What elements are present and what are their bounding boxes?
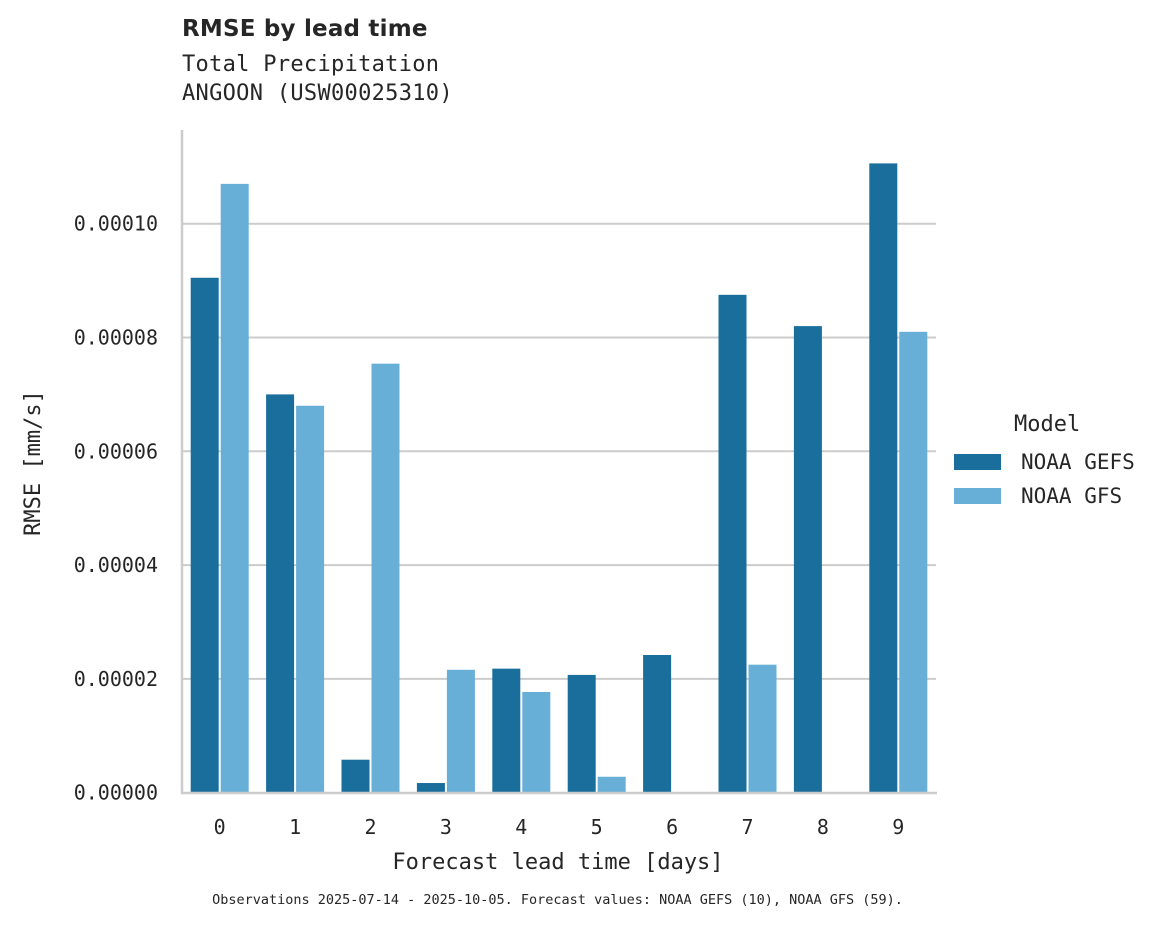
x-tick-label: 1 (289, 815, 301, 839)
legend-swatch-gefs (954, 454, 1001, 470)
bar-noaa-gfs-day-5 (597, 776, 626, 793)
x-tick-label: 3 (440, 815, 452, 839)
legend-title: Model (1014, 412, 1081, 437)
bar-noaa-gefs-day-4 (492, 668, 521, 793)
bar-noaa-gefs-day-3 (416, 783, 445, 793)
bar-noaa-gefs-day-8 (793, 326, 822, 793)
chart-subtitle-variable: Total Precipitation (182, 52, 440, 77)
bar-noaa-gfs-day-4 (522, 691, 551, 793)
y-tick-label: 0.00008 (74, 326, 158, 350)
x-tick-label: 0 (214, 815, 226, 839)
x-tick-label: 6 (666, 815, 678, 839)
legend-item-gefs: NOAA GEFS (954, 445, 1135, 479)
bar-noaa-gfs-day-7 (748, 664, 777, 793)
x-tick-labels: 0 1 2 3 4 5 6 7 8 9 (214, 815, 905, 839)
y-tick-label: 0.00000 (74, 781, 158, 805)
bar-noaa-gfs-day-0 (220, 183, 249, 793)
bar-noaa-gefs-day-2 (341, 759, 370, 793)
legend-label-gefs: NOAA GEFS (1021, 450, 1135, 474)
bar-noaa-gefs-day-0 (190, 277, 219, 793)
axes-spines (180, 130, 937, 795)
bar-noaa-gfs-day-3 (446, 669, 475, 793)
x-tick-label: 8 (817, 815, 829, 839)
bar-noaa-gfs-day-2 (371, 363, 400, 793)
bar-noaa-gefs-day-6 (643, 655, 672, 793)
bar-noaa-gfs-day-1 (296, 405, 325, 793)
y-gridlines (182, 222, 936, 680)
y-tick-label: 0.00006 (74, 439, 158, 463)
bar-noaa-gefs-day-1 (266, 394, 295, 793)
bar-noaa-gfs-day-9 (899, 331, 928, 793)
footer-note: Observations 2025-07-14 - 2025-10-05. Fo… (212, 892, 903, 908)
legend-swatch-gfs (954, 488, 1001, 504)
x-tick-label: 9 (892, 815, 904, 839)
y-tick-labels: 0.00000 0.00002 0.00004 0.00006 0.00008 0.000… (74, 212, 158, 805)
bar-noaa-gefs-day-7 (718, 294, 747, 793)
chart-subtitle-station: ANGOON (USW00025310) (182, 81, 453, 106)
y-tick-label: 0.00004 (74, 553, 158, 577)
legend: Model NOAA GEFS NOAA GFS (954, 412, 1135, 513)
y-axis-label: RMSE [mm/s] (21, 390, 46, 536)
bar-noaa-gefs-day-5 (567, 674, 596, 793)
legend-item-gfs: NOAA GFS (954, 479, 1135, 513)
y-tick-label: 0.00002 (74, 667, 158, 691)
chart-title: RMSE by lead time (182, 16, 428, 42)
y-tick-label: 0.00010 (74, 212, 158, 236)
legend-label-gfs: NOAA GFS (1021, 484, 1123, 508)
x-tick-label: 5 (591, 815, 603, 839)
bar-noaa-gefs-day-9 (869, 163, 898, 793)
x-axis-label: Forecast lead time [days] (392, 850, 723, 875)
x-tick-label: 2 (364, 815, 376, 839)
x-tick-label: 7 (741, 815, 753, 839)
x-tick-label: 4 (515, 815, 527, 839)
bars (190, 163, 928, 793)
